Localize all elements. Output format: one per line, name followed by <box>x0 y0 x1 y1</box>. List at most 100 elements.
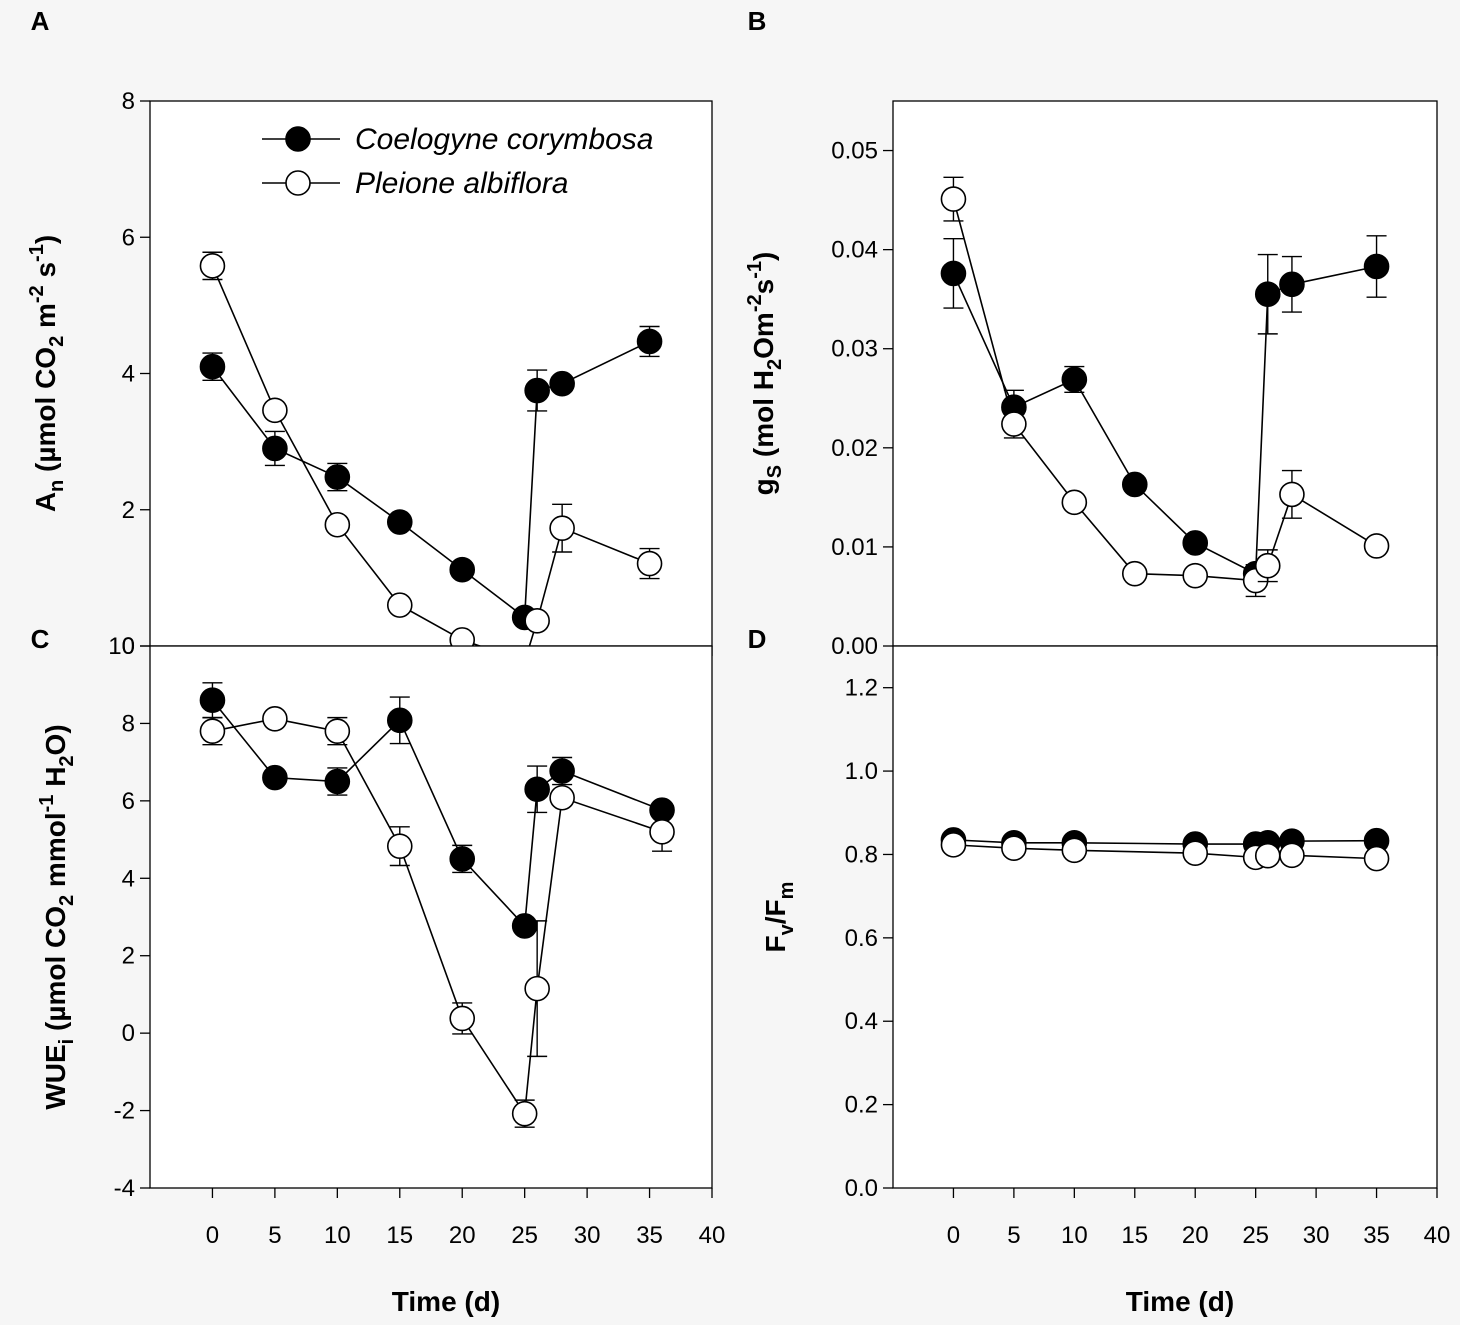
legend-label: Coelogyne corymbosa <box>355 123 654 156</box>
plot-area <box>149 100 713 647</box>
x-axis-title: Time (d) <box>1126 1286 1234 1317</box>
data-point <box>262 764 288 791</box>
data-point <box>199 253 226 279</box>
y-tick-label: 0.00 <box>831 633 878 660</box>
y-tick-label: 0 <box>122 1020 135 1047</box>
x-tick-label: 10 <box>1061 1222 1088 1249</box>
panel-D: D 0.0 0.2 0.4 0.6 0.8 1.0 1.2 0 5 10 15 20 25 30 35 40 Ti… <box>748 624 1451 1317</box>
data-point <box>1363 533 1390 559</box>
data-point <box>549 515 575 541</box>
y-tick-label: 4 <box>122 865 135 892</box>
data-point <box>199 718 226 744</box>
x-tick-label: 35 <box>1363 1222 1390 1249</box>
y-axis-title: gS (mol H2Om-2s-1) <box>744 252 786 496</box>
data-point <box>636 328 663 355</box>
x-tick-label: 15 <box>1121 1222 1148 1249</box>
data-point <box>386 833 413 859</box>
y-tick-label: 0.01 <box>831 534 878 561</box>
data-point <box>199 687 226 714</box>
data-point <box>1254 281 1281 308</box>
x-tick-label: 5 <box>268 1222 281 1249</box>
y-tick-label: 0.8 <box>845 841 878 868</box>
series-coelogyne-corymbosa <box>199 682 675 939</box>
legend-entry: Coelogyne corymbosa <box>262 123 654 156</box>
data-point <box>1279 271 1305 298</box>
x-tick-label: 20 <box>1182 1222 1209 1249</box>
x-tick-label: 5 <box>1007 1222 1020 1249</box>
panel-letter: B <box>748 6 767 36</box>
plot-area <box>892 645 1438 1189</box>
data-point <box>649 819 675 845</box>
series-coelogyne-corymbosa <box>199 325 663 631</box>
series-coelogyne-corymbosa <box>940 235 1390 587</box>
y-axis-title: An (µmol CO2 m-2 s-1) <box>26 235 68 512</box>
y-tick-label: 10 <box>108 633 135 660</box>
y-tick-label: 0.4 <box>845 1008 878 1035</box>
data-point <box>199 353 226 380</box>
data-point <box>1279 481 1305 508</box>
data-point <box>1279 842 1305 869</box>
data-point <box>524 975 550 1002</box>
y-tick-label: 0.04 <box>831 237 878 264</box>
x-tick-label: 30 <box>1303 1222 1330 1249</box>
panel-letter: D <box>748 624 767 654</box>
legend-marker <box>285 170 311 196</box>
plot-area <box>892 100 1438 647</box>
y-tick-label: 2 <box>122 943 135 970</box>
x-tick-label: 30 <box>574 1222 601 1249</box>
data-point <box>1182 840 1209 867</box>
data-point <box>1254 552 1281 579</box>
x-tick-label: 40 <box>1424 1222 1451 1249</box>
data-point <box>1182 562 1209 589</box>
data-point <box>1001 411 1027 437</box>
y-tick-label: 0.05 <box>831 138 878 165</box>
x-axis-title: Time (d) <box>392 1286 500 1317</box>
data-point <box>1254 842 1281 869</box>
data-point <box>524 377 550 404</box>
data-point <box>1061 366 1088 393</box>
series-pleione-albiflora <box>199 705 675 1128</box>
y-tick-label: 8 <box>122 88 135 115</box>
data-point <box>549 784 575 811</box>
y-tick-label: 0.02 <box>831 435 878 462</box>
data-point <box>449 556 476 583</box>
data-point <box>1363 845 1390 872</box>
data-point <box>1121 471 1148 498</box>
data-point <box>524 607 550 634</box>
y-axis-title: WUEi (µmol CO2 mmol-1 H2O) <box>36 724 78 1109</box>
x-tick-label: 25 <box>1242 1222 1269 1249</box>
x-tick-label: 15 <box>386 1222 413 1249</box>
y-tick-label: 0.6 <box>845 925 878 952</box>
plot-area <box>149 645 713 1189</box>
data-point <box>386 509 413 535</box>
x-tick-label: 25 <box>511 1222 538 1249</box>
series-pleione-albiflora <box>940 176 1390 598</box>
y-tick-label: 0.0 <box>845 1175 878 1202</box>
data-point <box>262 435 288 462</box>
y-tick-label: 8 <box>122 710 135 737</box>
legend-label: Pleione albiflora <box>355 167 568 200</box>
data-point <box>262 705 288 732</box>
y-axis-title: Fv/Fm <box>760 882 798 953</box>
y-tick-label: 2 <box>122 497 135 524</box>
data-point <box>524 776 550 803</box>
y-tick-label: 0.03 <box>831 336 878 363</box>
legend: Coelogyne corymbosa Pleione albiflora <box>262 123 654 200</box>
data-point <box>324 718 351 744</box>
y-tick-label: 1.0 <box>845 758 878 785</box>
data-point <box>940 186 967 212</box>
legend-marker <box>285 126 311 152</box>
x-tick-label: 10 <box>324 1222 351 1249</box>
data-point <box>940 260 967 287</box>
data-point <box>1182 530 1209 556</box>
y-tick-label: 4 <box>122 361 135 388</box>
series-pleione-albiflora <box>940 832 1390 872</box>
data-point <box>386 707 413 734</box>
y-tick-label: 6 <box>122 788 135 815</box>
data-point <box>262 397 288 424</box>
data-point <box>449 846 476 872</box>
data-point <box>636 550 663 577</box>
data-point <box>549 370 575 397</box>
